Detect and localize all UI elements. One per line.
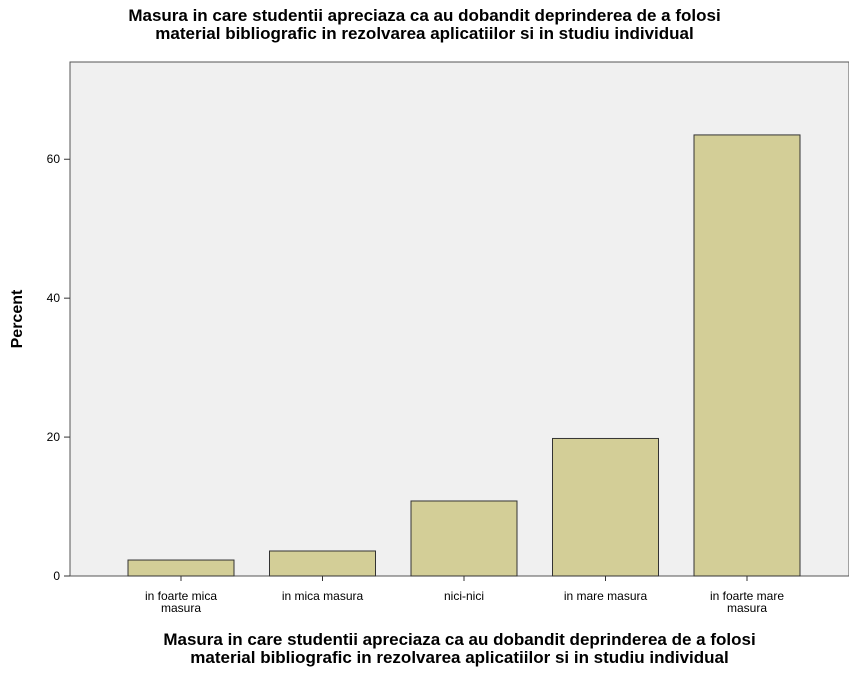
bar — [410, 500, 518, 577]
x-axis-title: Masura in care studentii apreciaza ca au… — [163, 630, 756, 667]
y-axis-title: Percent — [9, 289, 26, 349]
bar — [127, 559, 235, 577]
x-tick-label: nici-nici — [443, 589, 484, 603]
y-tick-label: 40 — [46, 291, 60, 306]
y-tick-label: 0 — [53, 569, 60, 583]
y-tick-label: 20 — [46, 430, 60, 445]
x-tick-label: in mica masura — [281, 589, 364, 603]
x-tick-label: in mare masura — [563, 589, 648, 603]
bar — [552, 437, 659, 577]
bar — [269, 550, 376, 577]
x-tick-label: in foarte mica masura — [144, 589, 218, 615]
chart-title: Masura in care studentii apreciaza ca au… — [128, 6, 721, 43]
x-tick-label: in foarte mare masura — [709, 589, 785, 615]
bar — [693, 134, 801, 577]
y-tick-label: 60 — [46, 152, 60, 167]
